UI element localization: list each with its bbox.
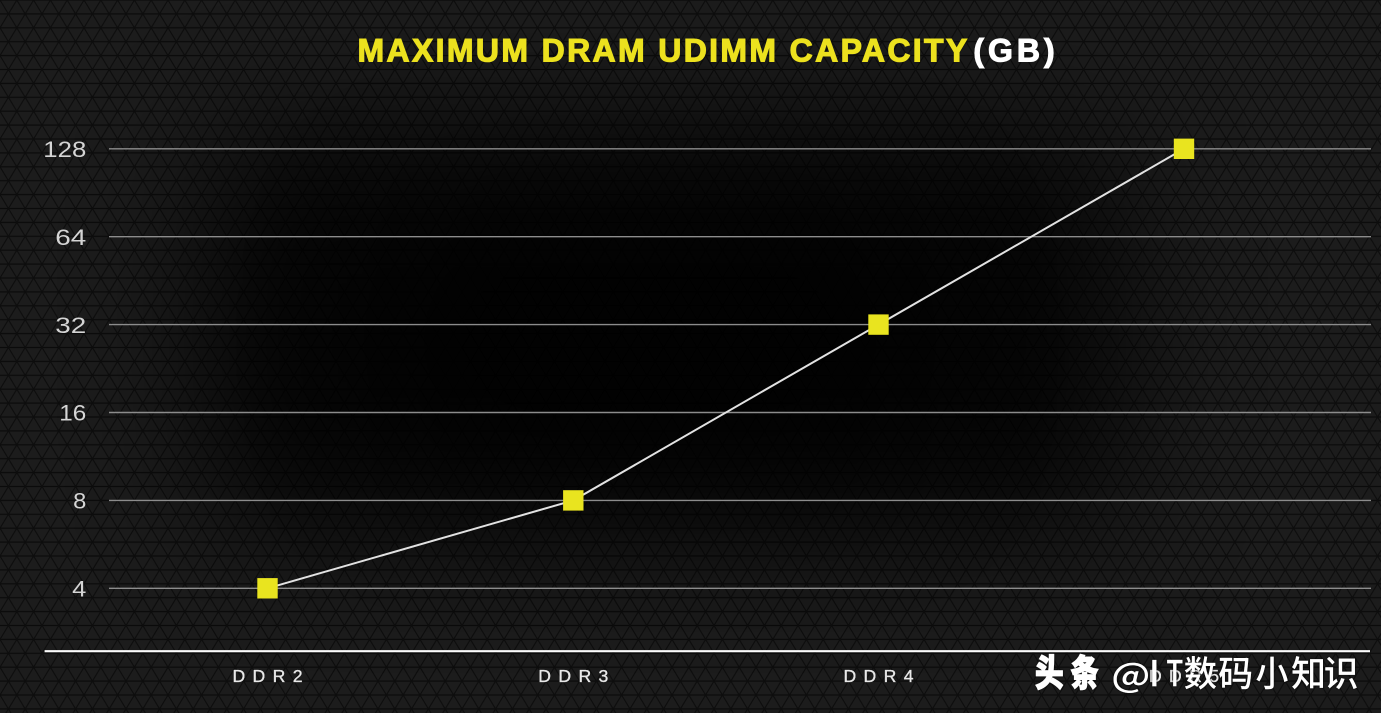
svg-text:DDR4: DDR4 — [843, 666, 921, 686]
svg-text:8: 8 — [73, 489, 86, 514]
svg-text:32: 32 — [55, 313, 86, 338]
svg-text:DDR2: DDR2 — [232, 666, 310, 686]
svg-text:64: 64 — [55, 225, 86, 250]
svg-text:DDR3: DDR3 — [538, 666, 616, 686]
svg-text:16: 16 — [59, 401, 86, 426]
svg-text:128: 128 — [43, 137, 86, 162]
svg-text:MAXIMUM DRAM UDIMM CAPACITY (G: MAXIMUM DRAM UDIMM CAPACITY (GB) — [358, 33, 1059, 69]
svg-text:4: 4 — [72, 577, 86, 602]
